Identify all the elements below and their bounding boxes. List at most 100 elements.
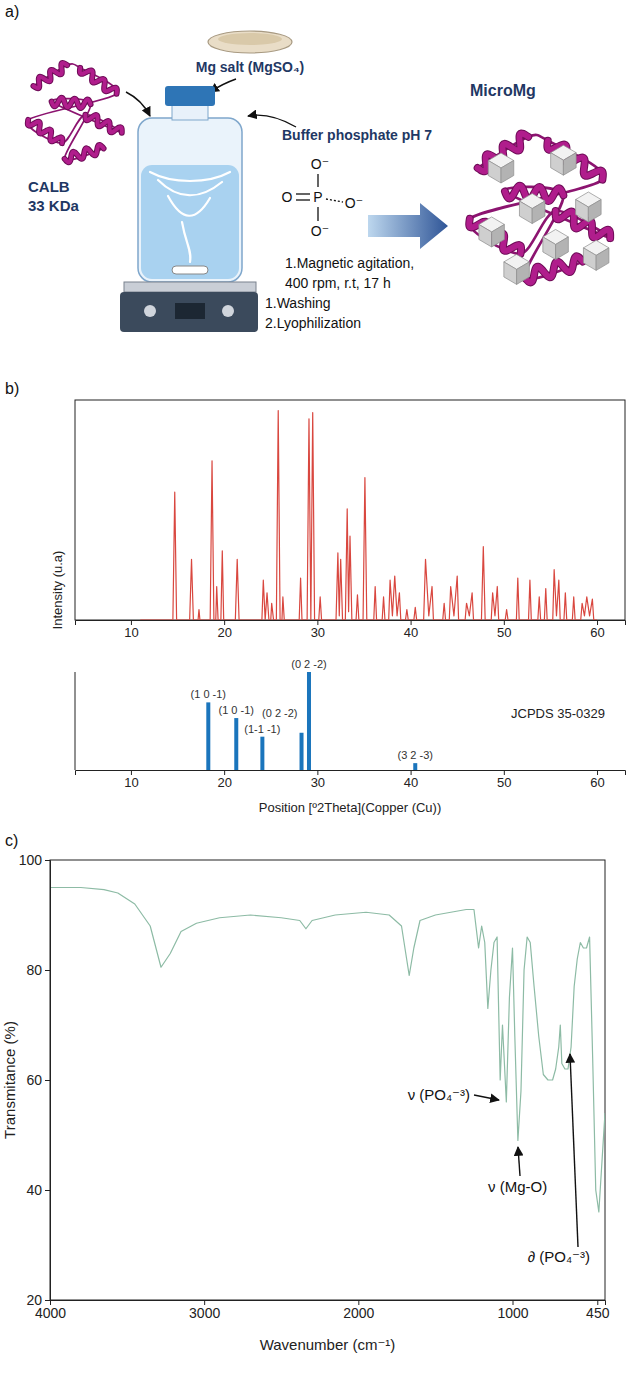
bottle-liquid: [141, 165, 239, 279]
tick-label: 20: [26, 1292, 42, 1308]
tick-label: 10: [124, 625, 138, 640]
bottle-neck: [172, 104, 208, 120]
data-line: [50, 888, 605, 1213]
protein-helix-edge: [80, 68, 117, 94]
tick-label: 80: [26, 962, 42, 978]
panel-letter: b): [5, 380, 19, 397]
axis-title: Intensity (u.a): [50, 551, 65, 630]
tick-label: 1000: [497, 1305, 528, 1321]
label: CALB: [28, 178, 70, 195]
protein-helix: [33, 63, 67, 88]
annotation: ∂ (PO₄⁻³): [528, 1248, 590, 1265]
mg-phosphate-cube: [543, 229, 569, 259]
peak-labels: (1 0 -1)(1 0 -1)(1-1 -1)(0 2 -2)(0 2 -2)…: [191, 658, 433, 761]
tick: 30: [311, 620, 325, 640]
figure: a)b)c)Mg salt (MgSO₄)CALB33 KDaBuffer ph…: [0, 0, 638, 1385]
step-label: 1.Washing: [265, 295, 331, 311]
axis: 102030405060: [76, 770, 626, 790]
cube-face: [492, 224, 505, 247]
reference-peak: [206, 702, 210, 770]
tick: 10: [124, 620, 138, 640]
cube-face: [556, 237, 569, 260]
axis: 20 40 60 80 100: [19, 852, 51, 1308]
annotation-arrow: [518, 1147, 520, 1176]
axis: 102030405060: [76, 620, 626, 640]
reference-peak: [300, 733, 304, 770]
tick-label: 50: [497, 775, 511, 790]
cube-face: [488, 161, 501, 184]
panel-a: Mg salt (MgSO₄)CALB33 KDaBuffer phosphat…: [27, 31, 611, 332]
stir-bar: [172, 266, 208, 274]
tick: 60: [590, 770, 604, 790]
atom-label: O⁻: [311, 156, 329, 172]
peak-label: (1 0 -1): [191, 688, 226, 700]
tick: 10: [124, 770, 138, 790]
reference-peak: [260, 737, 264, 770]
panel-c: 400030002000100045020406080100Wavenumber…: [1, 852, 610, 1353]
arrow: [248, 115, 296, 127]
stirrer-body: [120, 292, 258, 332]
cube-face: [504, 262, 517, 285]
tick-label: 100: [19, 852, 43, 868]
tick: 80: [26, 962, 50, 978]
plot-frame: [50, 860, 605, 1300]
tick: 20: [26, 1292, 50, 1308]
cube-face: [543, 237, 556, 260]
reference-title: JCPDS 35-0329: [511, 706, 605, 721]
protein-helix-edge: [85, 115, 121, 133]
tick: 450: [586, 1300, 610, 1321]
axis-title: Position [º2Theta](Copper (Cu)): [259, 800, 442, 815]
tick-mark: [45, 1300, 50, 1301]
reference-peak: [307, 672, 311, 770]
tick: 40: [404, 770, 418, 790]
annotation: ν (Mg-O): [488, 1178, 547, 1195]
salt-dish: [208, 31, 292, 53]
peak-label: (1-1 -1): [244, 723, 280, 735]
peak-label: (0 2 -2): [262, 707, 297, 719]
tick-label: 40: [26, 1182, 42, 1198]
plot-area: [140, 410, 597, 620]
mg-phosphate-cube: [504, 254, 529, 284]
bond: [296, 199, 310, 200]
cube-face: [532, 201, 545, 224]
tick: 40: [26, 1182, 50, 1198]
protein-helix-edge: [33, 63, 67, 88]
cube-face: [563, 153, 576, 176]
protein-helix: [478, 133, 529, 171]
tick: 20: [217, 620, 231, 640]
protein-helix: [80, 68, 117, 94]
plot-area: [206, 672, 417, 770]
salt-powder: [218, 33, 282, 45]
protein-helix: [547, 141, 603, 180]
peak-label: (0 2 -2): [291, 658, 326, 670]
tick-label: 10: [124, 775, 138, 790]
axis-title: Transmitance (%): [1, 1021, 18, 1139]
protein-helix: [524, 256, 583, 282]
bottle-body: [138, 118, 242, 282]
tick: 60: [26, 1072, 50, 1088]
tick-mark: [45, 970, 50, 971]
protein-helix: [85, 115, 121, 133]
cube-face: [517, 262, 530, 285]
tick: 3000: [189, 1300, 220, 1321]
arrow: [126, 92, 150, 116]
reference-peak: [413, 763, 417, 770]
cube-face: [501, 161, 514, 184]
tick: 1000: [497, 1300, 528, 1321]
mg-phosphate-cube: [583, 240, 609, 270]
stirrer-display: [175, 303, 205, 319]
cube-face: [588, 200, 601, 223]
panel-b: 102030405060Intensity (u.a)102030405060P…: [50, 400, 626, 815]
protein-helix-edge: [65, 145, 104, 162]
tick: 50: [497, 770, 511, 790]
tick-label: 40: [404, 625, 418, 640]
process-arrow: [368, 203, 448, 249]
cube-face: [576, 200, 589, 223]
tick: 40: [404, 620, 418, 640]
annotation-arrow: [570, 1054, 578, 1247]
label: Buffer phosphate pH 7: [282, 127, 432, 143]
tick-label: 30: [311, 775, 325, 790]
bond: [317, 174, 318, 187]
tick-label: 20: [217, 625, 231, 640]
axis-line: [76, 771, 626, 776]
